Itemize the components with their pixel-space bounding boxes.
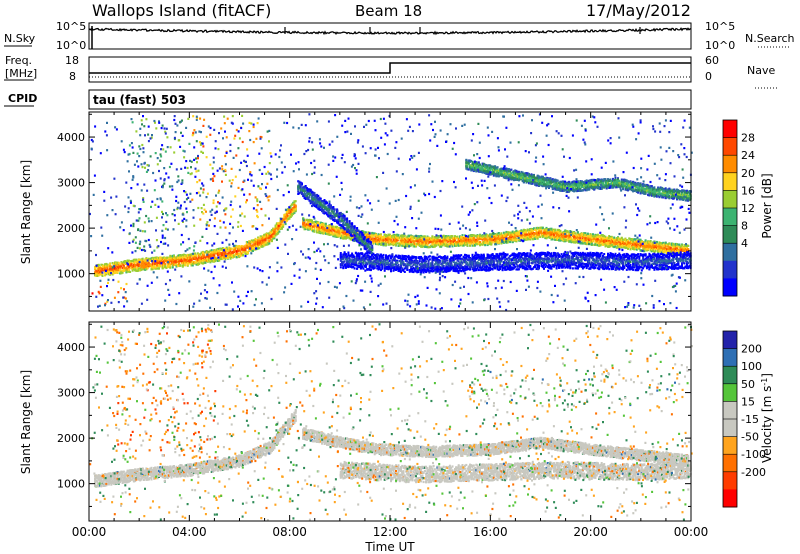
cpid-value: tau (fast) 503 bbox=[93, 93, 186, 107]
freq-strip-traces bbox=[89, 63, 691, 77]
echo-cell bbox=[194, 252, 196, 254]
beam-label: Beam 18 bbox=[355, 2, 422, 20]
nave-tick-top: 60 bbox=[705, 54, 719, 67]
echo-cell bbox=[158, 268, 160, 270]
freq-label-line2: [MHz] bbox=[5, 67, 37, 80]
echo-cell bbox=[142, 258, 144, 260]
nsearch-label: N.Search bbox=[745, 32, 795, 45]
date-label: 17/May/2012 bbox=[586, 1, 691, 20]
echo-cell bbox=[211, 249, 213, 251]
echo-cell bbox=[278, 231, 280, 233]
echo-cell bbox=[268, 242, 270, 244]
echo-cell bbox=[245, 249, 247, 251]
echo-cell bbox=[172, 266, 174, 268]
noise-right-tick-bottom: 10^0 bbox=[705, 39, 735, 52]
noise-strip-frame bbox=[89, 23, 691, 49]
echo-cell bbox=[109, 263, 111, 265]
echo-cell bbox=[242, 254, 244, 256]
power-panel-frame bbox=[89, 112, 691, 311]
freq-tick-top: 18 bbox=[65, 54, 79, 67]
echo-cell bbox=[164, 263, 166, 265]
echo-cell bbox=[203, 255, 205, 257]
freq-tick-bottom: 8 bbox=[69, 70, 76, 83]
noise-left-tick-top: 10^5 bbox=[56, 20, 86, 33]
nsky-label: N.Sky bbox=[4, 32, 36, 45]
echo-cell bbox=[169, 267, 171, 269]
rti-plot: Wallops Island (fitACF) Beam 18 17/May/2… bbox=[0, 0, 800, 554]
plot-title: Wallops Island (fitACF) bbox=[92, 1, 271, 20]
noise-left-tick-bottom: 10^0 bbox=[56, 39, 86, 52]
echo-cell bbox=[117, 271, 119, 273]
echo-cell bbox=[184, 264, 186, 266]
echo-cell bbox=[179, 265, 181, 267]
echo-cell bbox=[247, 252, 249, 254]
freq-label-line1: Freq. bbox=[5, 54, 32, 67]
echo-cell bbox=[282, 226, 284, 228]
rti-plot-svg: Wallops Island (fitACF) Beam 18 17/May/2… bbox=[0, 0, 800, 554]
echo-cell bbox=[128, 269, 130, 271]
echo-cell bbox=[130, 263, 132, 265]
echo-cell bbox=[102, 275, 104, 277]
freq-trace bbox=[89, 63, 691, 73]
echo-cell bbox=[231, 248, 233, 250]
cpid-label: CPID bbox=[8, 92, 37, 105]
noise-strip-traces bbox=[89, 26, 691, 49]
echo-cell bbox=[196, 254, 198, 256]
noise-sky-trace bbox=[89, 28, 691, 34]
echo-cell bbox=[129, 271, 131, 273]
noise-right-tick-top: 10^5 bbox=[705, 20, 735, 33]
nave-tick-bottom: 0 bbox=[705, 70, 712, 83]
echo-cell bbox=[118, 262, 120, 264]
nave-label: Nave bbox=[747, 64, 775, 77]
echo-cell bbox=[159, 265, 161, 267]
